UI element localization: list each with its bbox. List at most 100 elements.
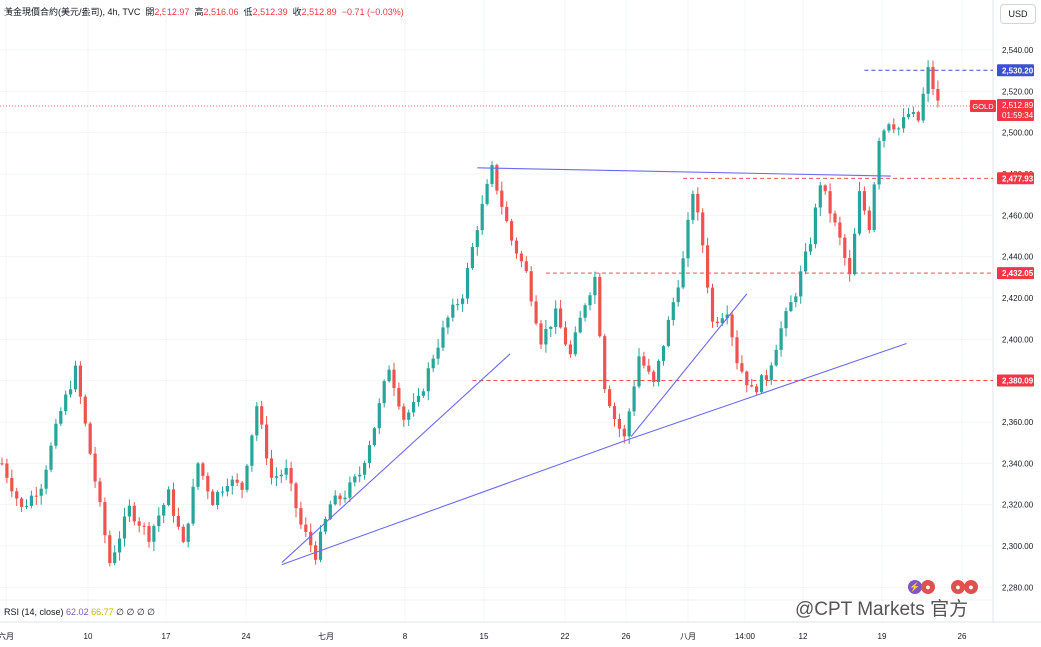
candle-body xyxy=(578,317,582,333)
candle-body xyxy=(118,538,122,553)
us-flag-icon[interactable]: ● xyxy=(921,580,935,594)
countdown-text: 01:59:34 xyxy=(1002,111,1034,120)
y-tick-label: 2,280.00 xyxy=(1002,583,1034,592)
candle-body xyxy=(24,505,29,507)
candle-body xyxy=(583,305,587,318)
candle-body xyxy=(554,308,558,327)
candle-body xyxy=(240,482,244,490)
candle-body xyxy=(534,301,538,324)
y-tick-label: 2,340.00 xyxy=(1002,459,1034,468)
candle-body xyxy=(853,233,857,275)
candle-body xyxy=(132,505,136,522)
us-flag-icon[interactable]: ● xyxy=(964,580,978,594)
interval[interactable]: 4h xyxy=(107,7,118,17)
candle-body xyxy=(353,476,357,483)
candle-body xyxy=(333,495,337,505)
candle-body xyxy=(456,304,460,306)
candle-body xyxy=(382,381,386,404)
candle-body xyxy=(696,193,700,213)
x-tick-label: 12 xyxy=(799,632,808,641)
y-tick-label: 2,540.00 xyxy=(1002,46,1034,55)
candle-body xyxy=(485,183,489,204)
candle-body xyxy=(279,474,283,477)
candle-body xyxy=(54,423,58,446)
candle-body xyxy=(265,424,269,459)
candle-body xyxy=(69,389,73,395)
candle-body xyxy=(201,463,205,476)
candle-body xyxy=(323,519,327,532)
candles xyxy=(0,60,940,567)
x-tick-label: 26 xyxy=(622,632,631,641)
candle-body xyxy=(706,245,710,288)
lightning-icon[interactable]: ⚡ xyxy=(908,580,922,594)
candle-body xyxy=(446,317,450,328)
candle-body xyxy=(779,328,783,350)
candle-body xyxy=(593,276,597,296)
us-flag-icon[interactable]: ● xyxy=(951,580,965,594)
candle-body xyxy=(843,237,847,258)
candle-body xyxy=(666,320,670,347)
currency-button[interactable]: USD xyxy=(1000,4,1036,24)
candle-body xyxy=(230,479,234,486)
candle-body xyxy=(637,356,641,387)
candle-body xyxy=(755,386,759,393)
candle-body xyxy=(10,477,14,492)
candle-body xyxy=(926,67,930,94)
candle-body xyxy=(862,191,866,211)
candle-body xyxy=(799,271,803,297)
time-axis[interactable]: 六月 10 17 24 七月 8 15 22 26 八月 14:00 12 19 26 xyxy=(0,631,967,641)
candle-body xyxy=(544,328,548,345)
candle-body xyxy=(465,268,470,299)
y-tick-label: 2,360.00 xyxy=(1002,418,1034,427)
x-tick-label: 19 xyxy=(878,632,887,641)
candle-body xyxy=(0,463,4,465)
candle-body xyxy=(127,505,131,517)
rsi-value: 62.02 xyxy=(66,607,89,617)
candle-body xyxy=(936,89,940,101)
candle-body xyxy=(549,326,553,329)
low-value: 2,512.39 xyxy=(252,7,288,17)
symbol-name[interactable]: 黃金現價合約(美元/盎司) xyxy=(4,7,103,17)
candle-body xyxy=(157,515,161,527)
rsi-legend[interactable]: RSI (14, close) 62.02 66.77 ∅ ∅ ∅ ∅ xyxy=(4,607,155,618)
candle-body xyxy=(304,524,308,532)
candle-body xyxy=(176,515,180,527)
candle-body xyxy=(328,504,332,520)
candle-body xyxy=(514,240,519,254)
rsi-name: RSI (14, close) xyxy=(4,607,64,617)
candle-body xyxy=(519,253,523,262)
candle-body xyxy=(872,184,876,231)
price-axis[interactable]: 2,540.002,520.002,500.002,480.002,460.00… xyxy=(1002,46,1034,592)
candle-body xyxy=(407,412,411,420)
candle-body xyxy=(661,346,666,361)
x-tick-label: 22 xyxy=(561,632,570,641)
candle-body xyxy=(833,213,837,223)
candle-body xyxy=(5,463,9,478)
candle-body xyxy=(59,411,63,424)
y-tick-label: 2,400.00 xyxy=(1002,335,1034,344)
x-tick-label: 24 xyxy=(242,632,251,641)
current-price-badge xyxy=(997,99,1034,122)
horizontal-levels[interactable] xyxy=(0,69,993,381)
candle-body xyxy=(377,403,381,429)
open-label: 開 xyxy=(145,7,155,17)
candle-body xyxy=(867,210,871,231)
candle-body xyxy=(181,526,185,542)
x-tick-label: 14:00 xyxy=(735,632,756,641)
candle-body xyxy=(931,67,935,90)
grid xyxy=(0,0,1041,623)
candle-body xyxy=(887,124,891,131)
candle-body xyxy=(225,485,229,492)
trendline xyxy=(630,293,748,437)
candle-body xyxy=(691,193,695,220)
candle-body xyxy=(147,526,151,542)
candle-body xyxy=(676,287,680,303)
trendlines[interactable] xyxy=(281,167,907,566)
candle-body xyxy=(603,336,607,390)
y-tick-label: 2,500.00 xyxy=(1002,129,1034,138)
candle-body xyxy=(647,365,651,372)
x-tick-label: 六月 xyxy=(0,631,14,641)
candle-body xyxy=(15,491,19,499)
candle-body xyxy=(808,244,813,252)
